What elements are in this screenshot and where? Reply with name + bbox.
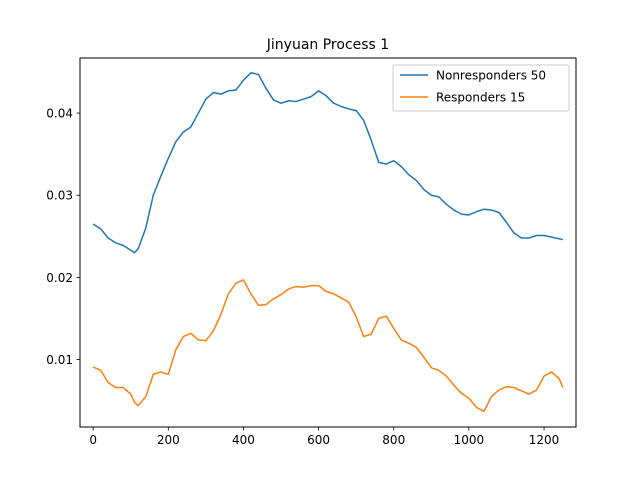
- x-tick-label: 600: [307, 433, 330, 447]
- y-axis: 0.01 0.02 0.03 0.04: [46, 107, 80, 367]
- x-tick-label: 800: [382, 433, 405, 447]
- x-tick-label: 200: [157, 433, 180, 447]
- series-line-1: [92, 72, 564, 254]
- plot-frame: [79, 57, 577, 428]
- x-tick-label: 1000: [454, 433, 485, 447]
- series-line-2: [92, 279, 564, 413]
- x-tick-label: 1200: [529, 433, 560, 447]
- y-tick-label: 0.04: [46, 107, 73, 121]
- x-axis: 0 200 400 600 800 1000 1200: [89, 427, 559, 447]
- y-tick-label: 0.02: [46, 271, 73, 285]
- series-layer: [92, 72, 564, 413]
- chart-title: Jinyuan Process 1: [266, 37, 389, 53]
- legend-label-2: Responders 15: [436, 91, 525, 105]
- legend: Nonresponders 50 Responders 15: [392, 64, 570, 112]
- legend-label-1: Nonresponders 50: [436, 69, 546, 83]
- y-tick-label: 0.03: [46, 189, 73, 203]
- x-tick-label: 0: [89, 433, 97, 447]
- x-tick-label: 400: [232, 433, 255, 447]
- y-tick-label: 0.01: [46, 353, 73, 367]
- legend-box: [392, 64, 570, 112]
